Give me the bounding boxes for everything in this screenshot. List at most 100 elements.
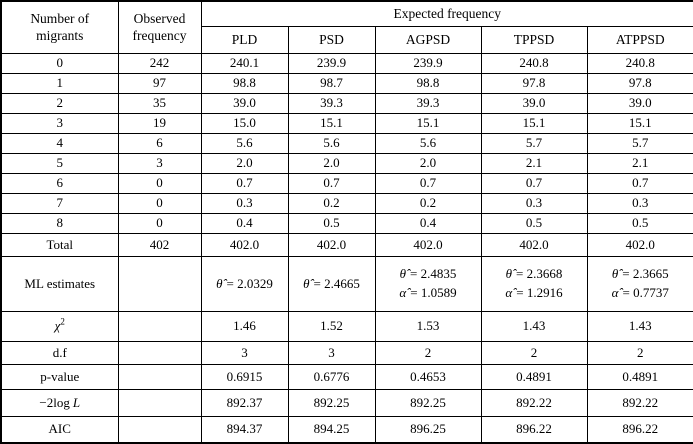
expected-frequency-cell: 39.0 [480, 93, 588, 114]
expected-frequency-cell: 2.0 [374, 153, 482, 174]
expected-frequency-cell: 15.0 [200, 113, 289, 134]
alpha-estimate: α̂ = 1.0589 [399, 285, 457, 300]
expected-frequency-cell: 15.1 [586, 113, 693, 134]
expected-frequency-cell: 0.3 [200, 193, 289, 214]
total-expected-cell: 402.0 [480, 233, 588, 257]
df-value: 3 [200, 341, 289, 365]
theta-hat-symbol: θ̂ [505, 266, 513, 282]
neg2-log-likelihood-value: 892.37 [200, 389, 289, 417]
aic-value: 894.25 [287, 416, 376, 444]
header-observed-frequency: Observed frequency [117, 0, 202, 54]
expected-frequency-cell: 15.1 [374, 113, 482, 134]
aic-value: 896.25 [374, 416, 482, 444]
expected-frequency-cell: 0.5 [586, 213, 693, 234]
observed-frequency-cell: 0 [117, 193, 202, 214]
df-value: 2 [480, 341, 588, 365]
chi-squared-value: 1.52 [287, 311, 376, 342]
empty-cell [117, 256, 202, 312]
expected-frequency-cell: 0.2 [374, 193, 482, 214]
expected-frequency-cell: 97.8 [586, 73, 693, 94]
expected-frequency-cell: 15.1 [480, 113, 588, 134]
degrees-of-freedom-row: d.f 3 3 2 2 2 [0, 341, 693, 365]
expected-frequency-cell: 0.7 [586, 173, 693, 194]
p-value: 0.4653 [374, 364, 482, 390]
expected-frequency-cell: 2.1 [480, 153, 588, 174]
theta-estimate: θ̂ = 2.0329 [216, 275, 273, 291]
p-value: 0.4891 [480, 364, 588, 390]
theta-estimate: θ̂ = 2.4665 [303, 275, 360, 291]
expected-frequency-cell: 39.3 [374, 93, 482, 114]
ml-estimates-label: ML estimates [0, 256, 119, 312]
observed-frequency-cell: 242 [117, 53, 202, 74]
expected-frequency-cell: 0.7 [374, 173, 482, 194]
expected-frequency-cell: 0.3 [586, 193, 693, 214]
expected-frequency-cell: 240.1 [200, 53, 289, 74]
expected-frequency-cell: 2.1 [586, 153, 693, 174]
ml-estimate-cell: θ̂ = 2.0329 [200, 256, 289, 312]
observed-frequency-cell: 35 [117, 93, 202, 114]
observed-frequency-cell: 19 [117, 113, 202, 134]
p-value-label: p-value [0, 364, 119, 390]
header-number-of-migrants: Number of migrants [0, 0, 119, 54]
table-row: 6 0 0.7 0.7 0.7 0.7 0.7 [0, 173, 693, 194]
table-row: 2 35 39.0 39.3 39.3 39.0 39.0 [0, 93, 693, 114]
neg2-log-likelihood-label: −2log L [0, 389, 119, 417]
df-value: 2 [374, 341, 482, 365]
theta-estimate: θ̂ = 2.3665 [611, 266, 669, 282]
expected-frequency-cell: 240.8 [480, 53, 588, 74]
expected-frequency-cell: 97.8 [480, 73, 588, 94]
ml-estimates-row: ML estimates θ̂ = 2.0329 θ̂ = 2.4665 θ̂ = 2… [0, 256, 693, 312]
expected-frequency-cell: 5.6 [200, 133, 289, 154]
expected-frequency-cell: 98.7 [287, 73, 376, 94]
expected-frequency-cell: 0.7 [480, 173, 588, 194]
table-row: 5 3 2.0 2.0 2.0 2.1 2.1 [0, 153, 693, 174]
table-row: 8 0 0.4 0.5 0.4 0.5 0.5 [0, 213, 693, 234]
table-row: 1 97 98.8 98.7 98.8 97.8 97.8 [0, 73, 693, 94]
header-model-agpsd: AGPSD [374, 26, 482, 54]
empty-cell [117, 364, 202, 390]
expected-frequency-cell: 5.7 [586, 133, 693, 154]
observed-frequency-cell: 97 [117, 73, 202, 94]
alpha-estimate: α̂ = 1.2916 [505, 285, 563, 300]
expected-frequency-cell: 0.4 [200, 213, 289, 234]
theta-hat-symbol: θ̂ [611, 266, 619, 282]
expected-frequency-cell: 98.8 [200, 73, 289, 94]
df-label: d.f [0, 341, 119, 365]
header-model-atppsd: ATPPSD [586, 26, 693, 54]
observed-frequency-cell: 3 [117, 153, 202, 174]
p-value-row: p-value 0.6915 0.6776 0.4653 0.4891 0.48… [0, 364, 693, 390]
migrants-count-cell: 3 [0, 113, 119, 134]
expected-frequency-cell: 0.7 [287, 173, 376, 194]
empty-cell [117, 389, 202, 417]
theta-estimate: θ̂ = 2.4835 [399, 266, 457, 282]
expected-frequency-cell: 239.9 [287, 53, 376, 74]
alpha-hat-symbol: α̂ [505, 285, 513, 300]
expected-frequency-cell: 2.0 [287, 153, 376, 174]
neg2-log-likelihood-value: 892.22 [480, 389, 588, 417]
expected-frequency-cell: 5.6 [374, 133, 482, 154]
p-value: 0.6776 [287, 364, 376, 390]
chi-squared-value: 1.53 [374, 311, 482, 342]
table-row: 0 242 240.1 239.9 239.9 240.8 240.8 [0, 53, 693, 74]
theta-estimate: θ̂ = 2.3668 [505, 266, 563, 282]
header-model-pld: PLD [200, 26, 289, 54]
neg2-log-likelihood-value: 892.25 [374, 389, 482, 417]
header-model-tppsd: TPPSD [480, 26, 588, 54]
aic-value: 896.22 [480, 416, 588, 444]
expected-frequency-cell: 0.2 [287, 193, 376, 214]
theta-hat-symbol: θ̂ [303, 275, 310, 291]
expected-frequency-cell: 39.3 [287, 93, 376, 114]
aic-value: 896.22 [586, 416, 693, 444]
ml-estimate-cell: θ̂ = 2.3665 α̂ = 0.7737 [586, 256, 693, 312]
header-expected-frequency: Expected frequency [200, 0, 693, 27]
total-expected-cell: 402.0 [374, 233, 482, 257]
ml-estimate-cell: θ̂ = 2.3668 α̂ = 1.2916 [480, 256, 588, 312]
p-value: 0.4891 [586, 364, 693, 390]
alpha-hat-symbol: α̂ [399, 285, 407, 300]
aic-value: 894.37 [200, 416, 289, 444]
table-row: 3 19 15.0 15.1 15.1 15.1 15.1 [0, 113, 693, 134]
migrants-count-cell: 1 [0, 73, 119, 94]
expected-frequency-cell: 98.8 [374, 73, 482, 94]
chi-symbol: χ [54, 318, 61, 334]
header-observed-line2: frequency [132, 27, 187, 43]
